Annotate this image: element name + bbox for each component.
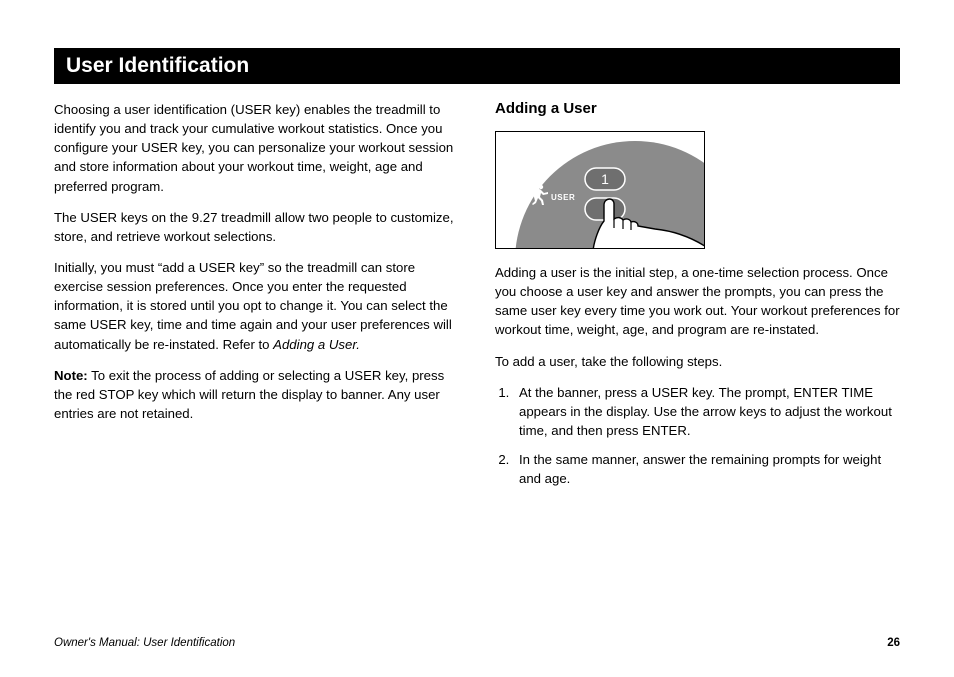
adding-user-p1: Adding a user is the initial step, a one… <box>495 263 900 340</box>
intro-paragraph-3: Initially, you must “add a USER key” so … <box>54 258 459 354</box>
user-key-illustration: USER 1 <box>495 131 705 249</box>
page: User Identification Choosing a user iden… <box>0 0 954 677</box>
intro-paragraph-2: The USER keys on the 9.27 treadmill allo… <box>54 208 459 246</box>
user-key-figure: USER 1 <box>495 131 900 249</box>
step-2: In the same manner, answer the remaining… <box>513 450 900 488</box>
right-column: Adding a User USER <box>495 100 900 498</box>
intro-paragraph-1: Choosing a user identification (USER key… <box>54 100 459 196</box>
user-key-1-number: 1 <box>601 171 609 187</box>
p3-ref-italic: Adding a User. <box>273 337 360 352</box>
section-banner: User Identification <box>54 48 900 84</box>
step-1: At the banner, press a USER key. The pro… <box>513 383 900 440</box>
note-body: To exit the process of adding or selecti… <box>54 368 444 421</box>
steps-list: At the banner, press a USER key. The pro… <box>495 383 900 489</box>
left-column: Choosing a user identification (USER key… <box>54 100 459 498</box>
user-key-1-button: 1 <box>585 168 625 190</box>
subsection-heading: Adding a User <box>495 100 900 117</box>
footer-left: Owner's Manual: User Identification <box>54 637 235 649</box>
user-label-text: USER <box>551 193 575 202</box>
adding-user-p2: To add a user, take the following steps. <box>495 352 900 371</box>
note-label: Note: <box>54 368 88 383</box>
page-footer: Owner's Manual: User Identification 26 <box>54 637 900 649</box>
note-paragraph: Note: To exit the process of adding or s… <box>54 366 459 423</box>
section-title: User Identification <box>66 54 888 78</box>
p3-text: Initially, you must “add a USER key” so … <box>54 260 452 352</box>
two-column-layout: Choosing a user identification (USER key… <box>54 100 900 498</box>
footer-page-number: 26 <box>887 637 900 649</box>
